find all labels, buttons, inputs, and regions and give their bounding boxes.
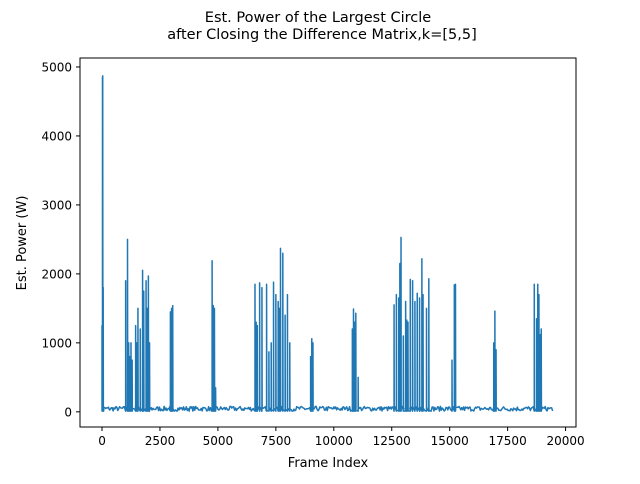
y-tick-label: 2000	[41, 267, 72, 281]
plot-frame	[79, 57, 577, 428]
x-tick-label: 10000	[315, 434, 353, 448]
y-tick-label: 0	[64, 405, 72, 419]
x-axis-label: Frame Index	[288, 456, 369, 471]
chart-title-line-1: Est. Power of the Largest Circle	[205, 10, 432, 26]
x-tick-label: 20000	[546, 434, 584, 448]
x-tick-label: 5000	[203, 434, 234, 448]
x-tick-label: 17500	[489, 434, 527, 448]
y-axis-label: Est. Power (W)	[15, 196, 30, 291]
x-tick-label: 15000	[431, 434, 469, 448]
y-tick-label: 1000	[41, 336, 72, 350]
x-tick-label: 7500	[261, 434, 292, 448]
y-tick-label: 3000	[41, 198, 72, 212]
y-tick-label: 5000	[41, 60, 72, 74]
y-tick-label: 4000	[41, 129, 72, 143]
x-tick-label: 12500	[373, 434, 411, 448]
chart-title-line-2: after Closing the Difference Matrix,k=[5…	[167, 27, 476, 43]
power-series-line	[101, 75, 554, 412]
x-tick-label: 0	[98, 434, 106, 448]
x-tick-label: 2500	[145, 434, 176, 448]
